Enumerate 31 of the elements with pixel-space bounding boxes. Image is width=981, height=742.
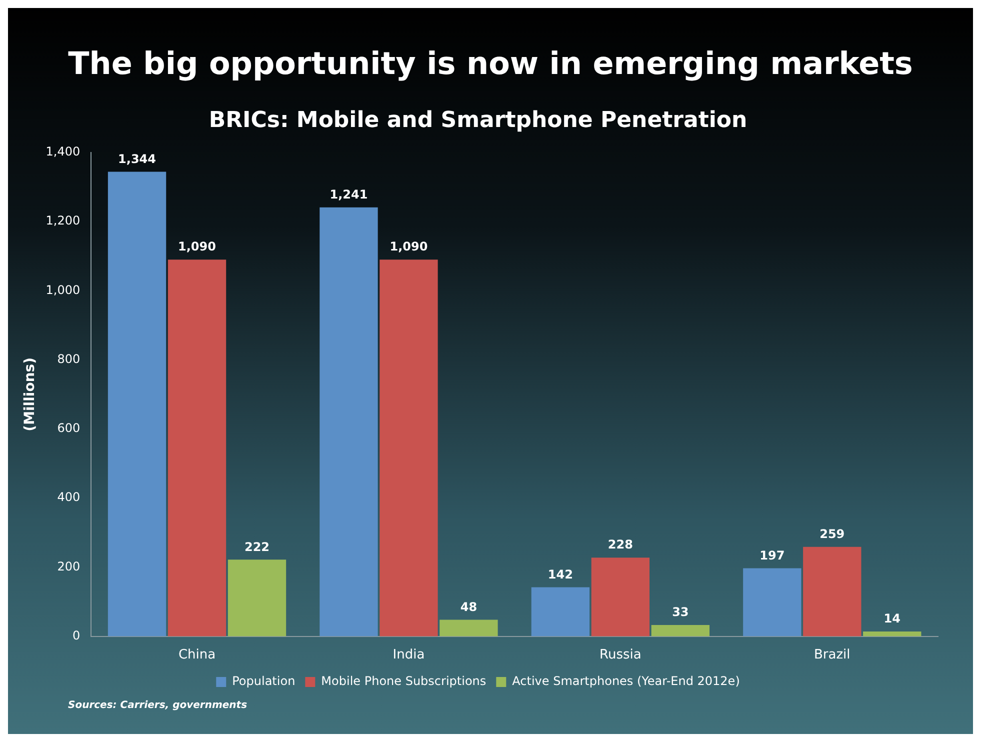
data-label: 1,344	[118, 152, 156, 166]
y-tick-label: 1,200	[46, 214, 80, 228]
data-label: 1,090	[178, 240, 216, 254]
legend-label: Active Smartphones (Year-End 2012e)	[512, 674, 740, 688]
y-tick-label: 600	[57, 421, 80, 436]
y-tick-label: 800	[57, 352, 80, 366]
data-label: 259	[820, 526, 845, 541]
source-note: Sources: Carriers, governments	[68, 700, 248, 711]
x-tick-label: India	[392, 648, 425, 663]
y-tick-label: 0	[72, 628, 80, 643]
x-tick-label: Russia	[600, 648, 642, 663]
y-tick-label: 400	[57, 490, 80, 504]
chart-title: The big opportunity is now in emerging markets	[67, 45, 914, 82]
y-axis-title: (Millions)	[22, 357, 38, 432]
data-label: 33	[672, 605, 689, 620]
data-label: 228	[608, 538, 633, 552]
data-label: 1,090	[390, 240, 428, 254]
data-label: 1,241	[330, 187, 368, 202]
x-tick-label: Brazil	[814, 648, 850, 663]
x-tick-label: China	[178, 648, 216, 663]
chart-subtitle: BRICs: Mobile and Smartphone Penetration	[208, 108, 748, 133]
y-tick-label: 1,000	[46, 282, 80, 297]
data-label: 48	[460, 600, 478, 614]
data-label: 222	[244, 540, 270, 554]
legend-label: Population	[232, 674, 296, 688]
y-tick-label: 200	[57, 559, 80, 574]
legend-label: Mobile Phone Subscriptions	[321, 674, 486, 688]
data-label: 142	[548, 567, 573, 582]
data-label: 14	[884, 612, 900, 626]
y-tick-label: 1,400	[46, 144, 80, 159]
data-label: 197	[760, 548, 785, 562]
